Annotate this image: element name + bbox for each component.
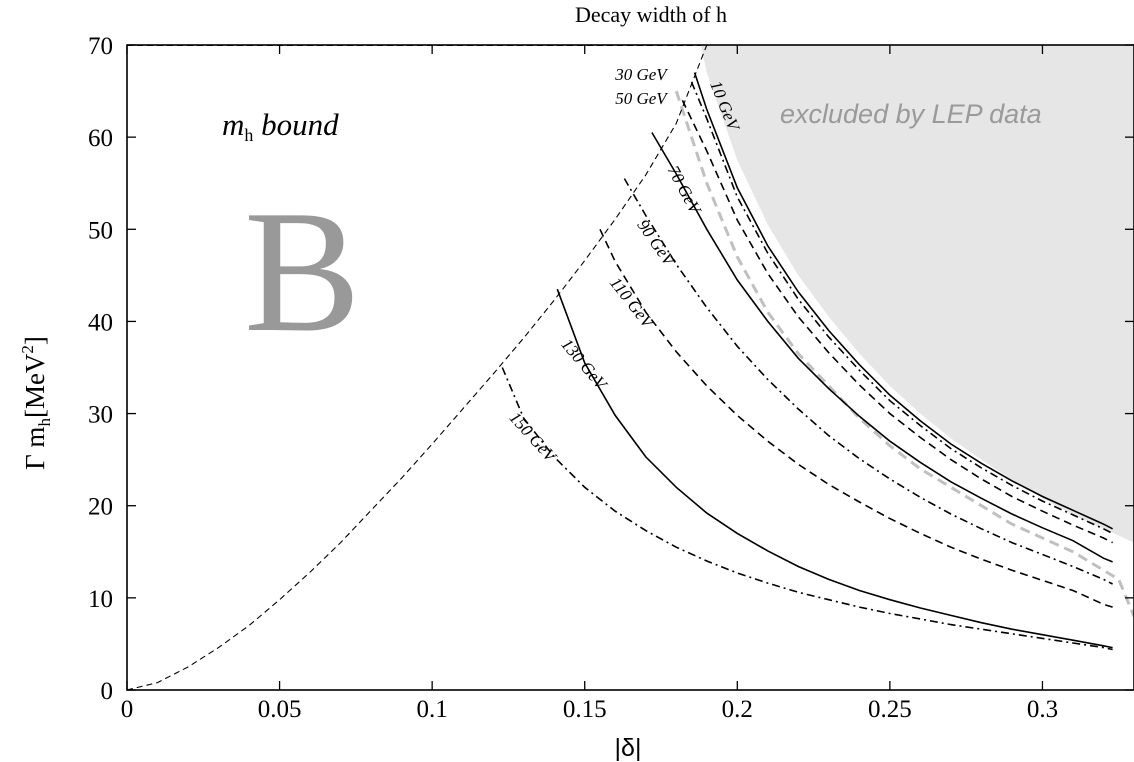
mh-bound-main: m [222,107,244,142]
mh-bound-rest: bound [253,107,339,142]
region-letter-b: B [244,174,361,368]
series-line-90-gev [623,178,1113,585]
series-label-90-gev: 90 GeV [633,216,680,271]
y-axis-label-exp: 2 [18,345,37,354]
excluded-region-layer [700,45,1134,543]
series-label-130-gev: 130 GeV [557,335,612,395]
y-tick-label: 10 [88,586,113,613]
y-tick-label: 70 [88,33,113,60]
y-axis-label-sub: h [35,418,54,427]
x-tick-label: 0.15 [563,696,607,723]
x-axis-label: |δ| [615,734,642,762]
y-tick-label: 50 [88,217,113,244]
y-tick-label: 30 [88,402,113,429]
series-line-70-gev [651,132,1113,563]
ticks-layer: 0 0.05 0.1 0.15 0.2 0.25 0.3 0 10 20 30 40 50 60 70 [88,33,1134,723]
x-tick-label: 0.1 [417,696,448,723]
series-label-110-gev: 110 GeV [606,273,659,333]
y-axis-label-unit: [MeV [20,353,50,418]
y-tick-label: 60 [88,125,113,152]
series-line-30-gev [690,81,1113,535]
mh-bound-annotation: mh bound [222,107,339,145]
series-line-10-gev [693,72,1113,530]
excluded-region [700,45,1134,543]
y-tick-label: 0 [101,678,114,705]
chart-title: Decay width of h [575,2,727,27]
series-line-150-gev [501,367,1113,651]
x-tick-label: 0 [121,696,134,723]
x-tick-label: 0.25 [868,696,912,723]
lep-boundary-line [674,90,1134,617]
y-axis-label-close: ] [20,336,50,345]
x-tick-label: 0.05 [258,696,302,723]
excluded-region-label: excluded by LEP data [780,99,1042,129]
x-tick-label: 0.3 [1027,696,1058,723]
series-label-30-gev: 30 GeV [614,65,669,84]
y-axis-label-main: Γ m [20,427,50,470]
series-label-50-gev: 50 GeV [615,89,669,108]
envelope-line [126,44,708,691]
plot-frame [126,44,1134,691]
series-line-110-gev [599,228,1113,608]
y-axis-label: Γ mh[MeV2] [18,336,54,470]
series-line-50-gev [681,99,1113,544]
y-tick-label: 40 [88,309,113,336]
y-tick-label: 20 [88,494,113,521]
series-label-150-gev: 150 GeV [505,408,561,467]
series-label-70-gev: 70 GeV [664,162,706,219]
x-tick-label: 0.2 [722,696,753,723]
mh-bound-sub: h [244,125,253,145]
series-line-130-gev [556,288,1113,649]
